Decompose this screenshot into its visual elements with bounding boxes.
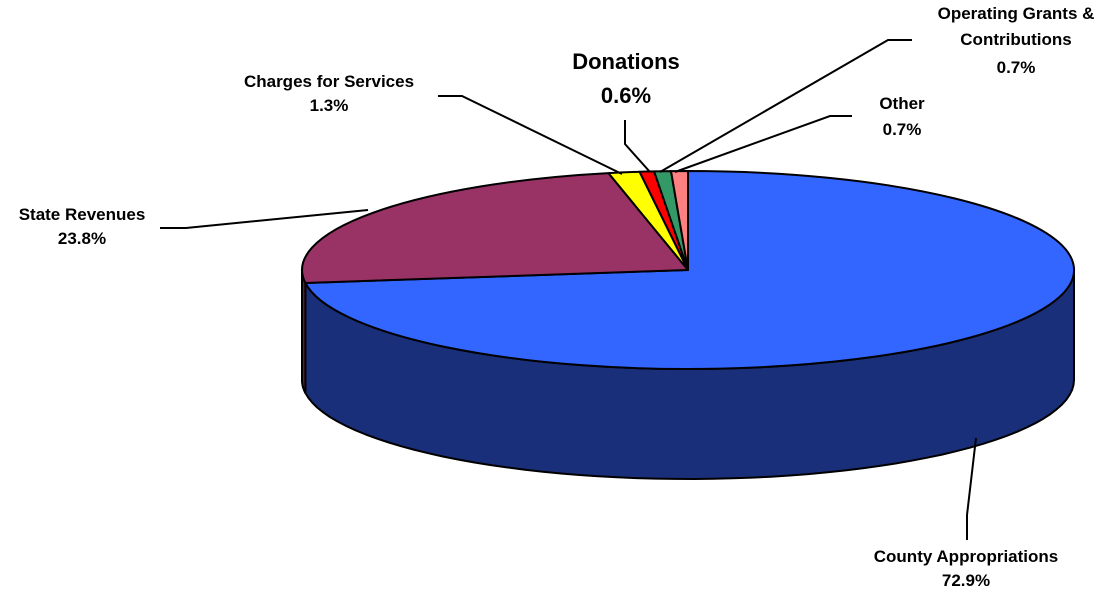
leader-line-state-revenues	[160, 209, 369, 229]
pie-slices	[301, 170, 1076, 370]
label-operating-grants: Operating Grants & Contributions 0.7%	[938, 4, 1095, 77]
label-state-revenues: State Revenues 23.8%	[19, 205, 146, 248]
label-operating-grants-name-line2: Contributions	[960, 30, 1071, 49]
label-other-value: 0.7%	[883, 120, 922, 139]
leader-line-county-appropriations	[966, 437, 977, 540]
leader-lines	[160, 39, 977, 540]
label-county-appropriations-name: County Appropriations	[874, 547, 1058, 566]
leader-line-charges-for-services	[438, 95, 623, 175]
pie-side-state-revenues	[301, 269, 307, 394]
leader-line-operating-grants	[659, 39, 912, 173]
label-donations-value: 0.6%	[601, 83, 651, 108]
label-charges-for-services: Charges for Services 1.3%	[244, 72, 414, 115]
label-charges-for-services-value: 1.3%	[310, 96, 349, 115]
leader-line-donations	[624, 120, 651, 173]
label-state-revenues-name: State Revenues	[19, 205, 146, 224]
label-charges-for-services-name: Charges for Services	[244, 72, 414, 91]
label-county-appropriations: County Appropriations 72.9%	[874, 547, 1058, 590]
leader-line-other	[674, 115, 852, 173]
label-operating-grants-name: Operating Grants &	[938, 4, 1095, 23]
label-state-revenues-value: 23.8%	[58, 229, 106, 248]
label-other: Other 0.7%	[879, 94, 925, 139]
pie-slice-county-appropriations	[304, 170, 1076, 370]
label-county-appropriations-value: 72.9%	[942, 571, 990, 590]
label-donations: Donations 0.6%	[572, 49, 680, 108]
pie-slice-state-revenues	[301, 172, 689, 284]
label-operating-grants-value: 0.7%	[997, 58, 1036, 77]
label-other-name: Other	[879, 94, 925, 113]
label-donations-name: Donations	[572, 49, 680, 74]
